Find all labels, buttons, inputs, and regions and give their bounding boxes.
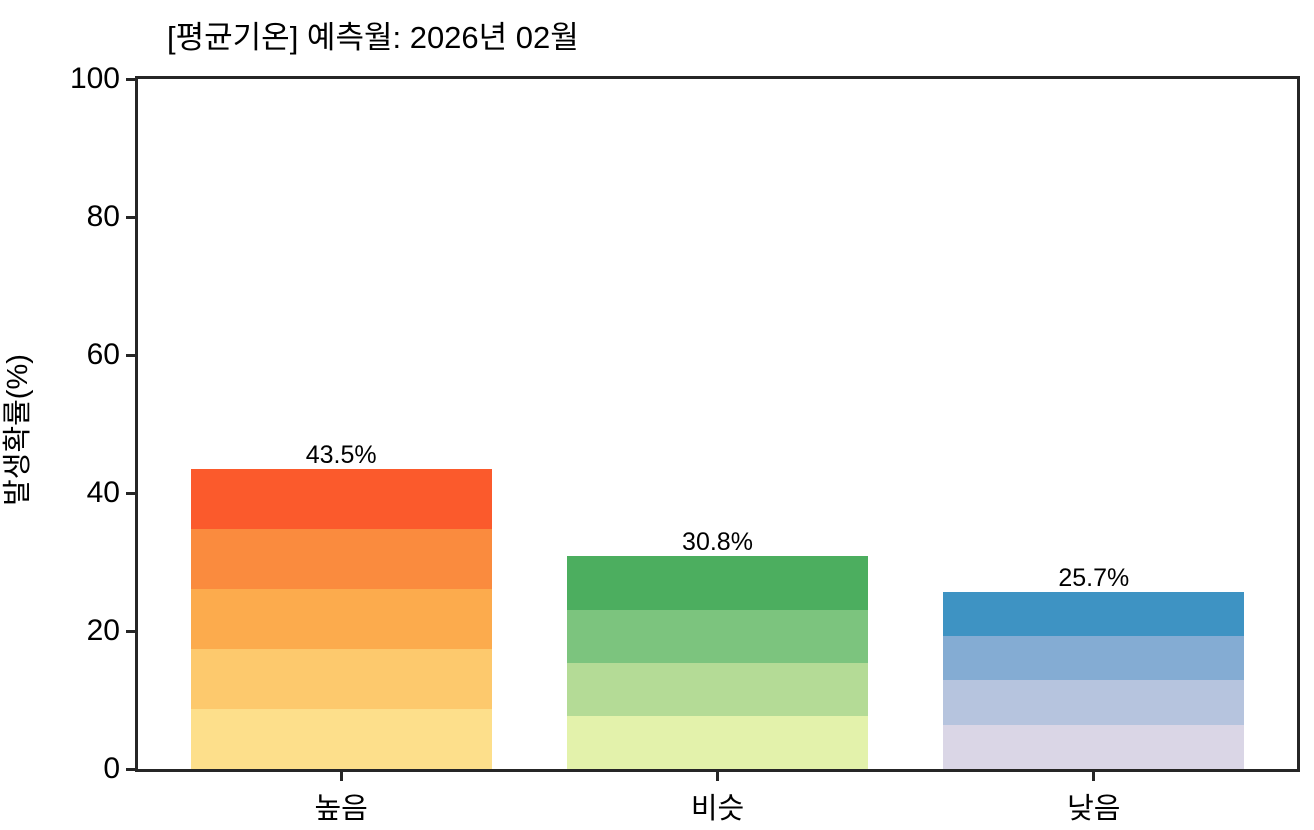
bar-band	[943, 591, 1245, 636]
bar-band	[190, 528, 492, 589]
x-tick-mark	[339, 772, 343, 781]
bar-band	[190, 468, 492, 529]
bar-value-label: 30.8%	[682, 528, 753, 557]
y-tick-mark	[126, 629, 135, 633]
y-tick-label: 100	[69, 62, 120, 95]
bar-band	[190, 648, 492, 709]
bar	[943, 591, 1245, 769]
chart-title: [평균기온] 예측월: 2026년 02월	[167, 20, 579, 55]
bar-band	[190, 708, 492, 769]
y-tick-label: 0	[103, 752, 120, 785]
y-tick-label: 20	[86, 614, 120, 647]
bar-band	[943, 680, 1245, 725]
y-tick-mark	[126, 215, 135, 219]
x-tick-label: 높음	[314, 793, 368, 825]
x-tick-label: 비슷	[690, 793, 745, 825]
bar-band	[566, 715, 868, 769]
bar-band	[566, 609, 868, 663]
bar-band	[566, 662, 868, 716]
y-axis-label: 발생확률(%)	[2, 354, 34, 506]
y-tick-mark	[126, 77, 135, 81]
bar-band	[943, 724, 1245, 769]
x-tick-mark	[716, 772, 719, 781]
bar-band	[943, 635, 1245, 681]
bar-value-label: 43.5%	[305, 440, 377, 469]
y-tick-label: 60	[86, 338, 120, 371]
y-tick-mark	[126, 353, 135, 357]
x-tick-label: 낮음	[1067, 793, 1121, 825]
bar-band	[190, 588, 492, 649]
y-tick-label: 80	[86, 200, 120, 233]
y-tick-mark	[126, 491, 135, 495]
bar-band	[566, 556, 868, 610]
x-tick-mark	[1092, 772, 1096, 781]
bar	[190, 468, 492, 769]
bar-value-label: 25.7%	[1058, 563, 1130, 592]
y-tick-label: 40	[86, 476, 120, 509]
y-tick-mark	[126, 767, 135, 771]
bar	[566, 556, 868, 769]
